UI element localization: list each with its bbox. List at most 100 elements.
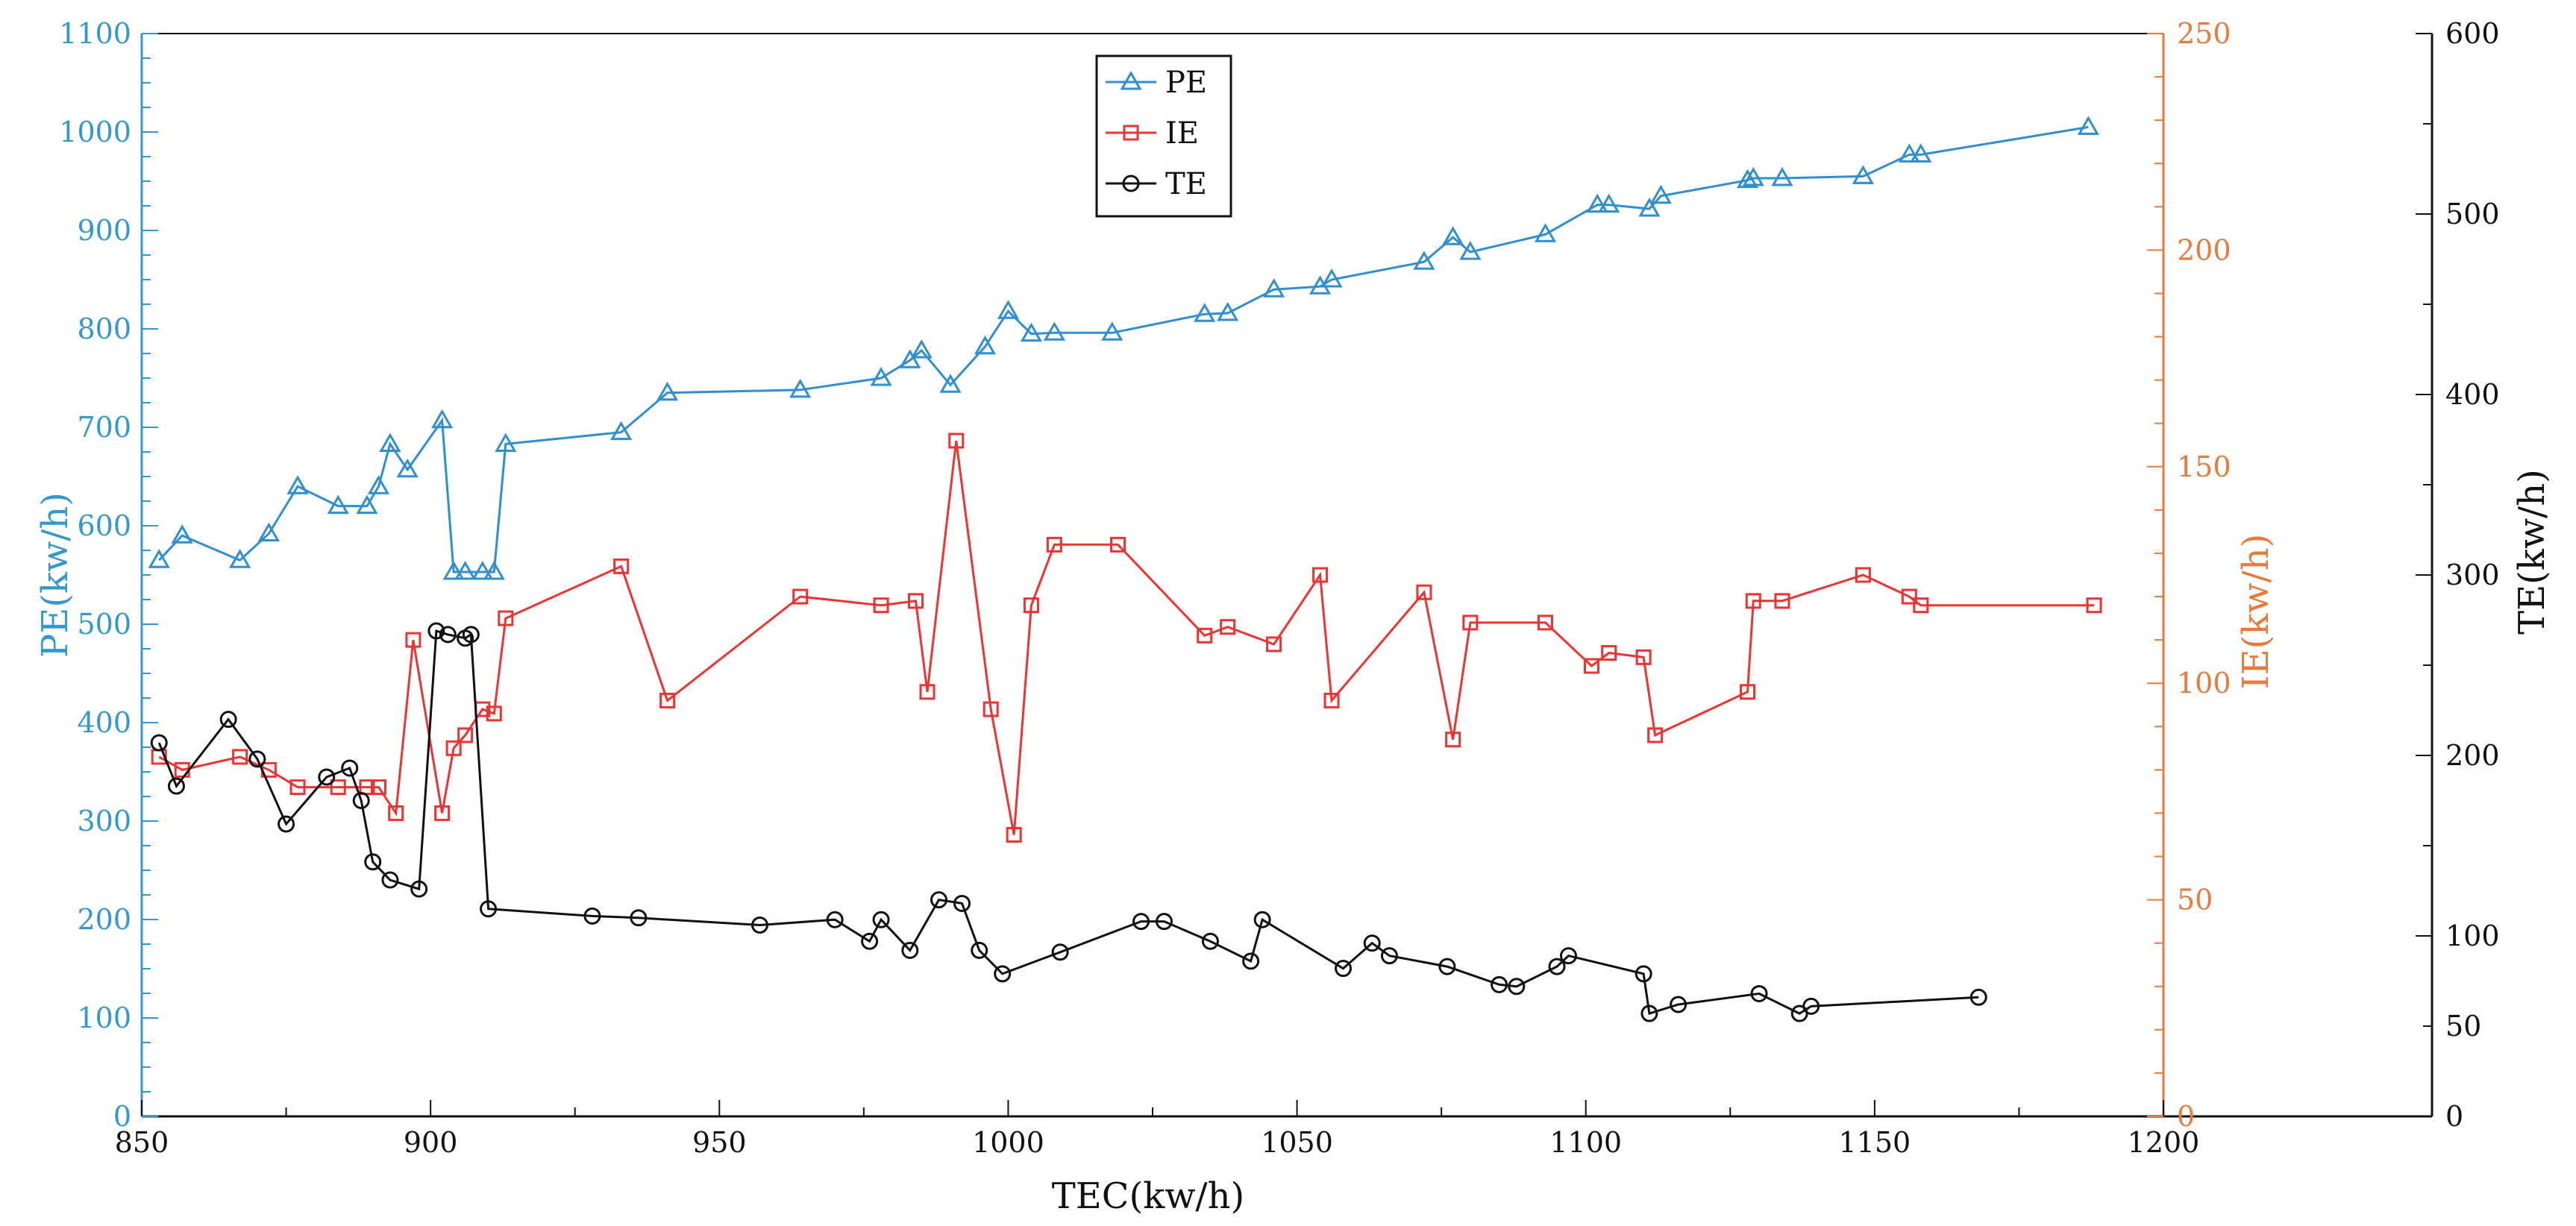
- axis-ticks: 850 900 950 1000 1050 1100 1150 120001002003004…: [59, 17, 2499, 1159]
- data-point-te: [278, 815, 295, 833]
- data-point-pe: [910, 339, 933, 359]
- plot-series: [148, 116, 2102, 1022]
- data-point-te: [364, 853, 382, 871]
- series-line-te: [157, 629, 1979, 1016]
- data-point-pe: [1043, 321, 1065, 341]
- data-point-pe: [997, 300, 1020, 319]
- data-point-pe: [1910, 143, 1932, 163]
- data-point-pe: [483, 561, 505, 580]
- te-tick-label: 0: [2445, 1100, 2463, 1133]
- data-point-pe: [1413, 251, 1435, 270]
- data-point-ie: [1601, 645, 1617, 661]
- x-tick-label: 1000: [972, 1126, 1044, 1159]
- series-line-ie: [158, 440, 2095, 835]
- data-point-te: [1380, 947, 1398, 965]
- data-point-te: [1548, 958, 1566, 975]
- data-point-ie: [1647, 727, 1664, 744]
- data-point-te: [901, 941, 919, 959]
- data-point-pe: [1101, 321, 1124, 341]
- legend-label-pe: PE: [1165, 66, 1207, 100]
- data-point-ie: [919, 684, 936, 700]
- legend-marker-te: [1122, 175, 1140, 192]
- data-point-ie: [1855, 567, 1871, 583]
- data-point-ie: [434, 805, 451, 821]
- data-point-pe: [2077, 116, 2099, 135]
- data-point-pe: [939, 374, 962, 393]
- data-point-pe: [148, 549, 170, 568]
- ie-axis-title: IE(kw/h): [2235, 534, 2277, 690]
- data-point-pe: [471, 561, 494, 580]
- data-point-ie: [445, 740, 462, 756]
- data-point-pe: [229, 549, 251, 568]
- data-point-ie: [1416, 584, 1432, 600]
- data-point-te: [1335, 960, 1353, 978]
- pe-tick-label: 100: [77, 1002, 131, 1034]
- legend-label-te: TE: [1165, 167, 1207, 201]
- series-pe: [148, 116, 2099, 580]
- pe-tick-label: 800: [77, 312, 131, 345]
- legend-marker-pe: [1120, 70, 1142, 90]
- data-point-te: [1155, 913, 1173, 931]
- data-point-ie: [498, 610, 514, 626]
- data-point-ie: [1006, 826, 1022, 843]
- data-point-te: [1508, 978, 1526, 996]
- data-point-te: [1750, 984, 1768, 1002]
- data-point-te: [352, 792, 370, 809]
- data-point-te: [583, 907, 601, 925]
- data-point-ie: [792, 588, 809, 605]
- pe-tick-label: 500: [77, 608, 131, 641]
- data-point-ie: [873, 597, 889, 614]
- data-point-te: [750, 916, 768, 934]
- data-point-pe: [610, 421, 633, 441]
- data-point-te: [427, 622, 445, 640]
- ie-tick-label: 100: [2177, 667, 2231, 700]
- ie-tick-label: 150: [2177, 450, 2231, 483]
- te-tick-label: 300: [2445, 559, 2500, 591]
- data-point-te: [1438, 958, 1456, 975]
- data-point-te: [1242, 952, 1260, 970]
- data-point-te: [861, 932, 879, 950]
- data-point-ie: [1023, 597, 1039, 614]
- data-point-pe: [1020, 322, 1042, 342]
- legend-box: [1095, 54, 1232, 218]
- legend-label-ie: IE: [1165, 116, 1199, 151]
- data-point-pe: [327, 494, 349, 515]
- data-point-ie: [1583, 658, 1599, 674]
- x-tick-label: 1100: [1549, 1126, 1622, 1159]
- x-tick-label: 950: [692, 1126, 747, 1159]
- data-point-pe: [656, 381, 679, 401]
- data-point-pe: [974, 335, 997, 355]
- data-point-pe: [1586, 193, 1608, 213]
- data-point-ie: [1266, 636, 1282, 653]
- data-point-ie: [359, 779, 375, 796]
- te-tick-label: 100: [2445, 920, 2500, 952]
- pe-tick-label: 700: [77, 411, 131, 444]
- data-point-ie: [1913, 597, 1929, 614]
- data-point-te: [1640, 1005, 1658, 1022]
- data-point-ie: [948, 433, 965, 449]
- data-point-ie: [1323, 692, 1340, 708]
- pe-tick-label: 900: [77, 214, 131, 247]
- data-point-te: [150, 734, 168, 752]
- data-point-ie: [486, 705, 502, 722]
- data-point-te: [1201, 932, 1219, 950]
- data-point-pe: [431, 409, 454, 429]
- data-point-te: [953, 894, 971, 912]
- data-point-te: [872, 911, 890, 928]
- axes-frame: [140, 33, 2434, 1118]
- data-point-pe: [1194, 303, 1216, 322]
- data-point-ie: [1901, 588, 1917, 605]
- data-point-te: [1802, 997, 1820, 1015]
- pe-tick-label: 0: [113, 1100, 131, 1133]
- data-point-pe: [454, 561, 477, 580]
- pe-tick-label: 600: [77, 509, 131, 542]
- pe-tick-label: 1000: [59, 116, 131, 148]
- legend: PE IE TE: [1095, 54, 1232, 218]
- data-point-ie: [388, 805, 404, 821]
- data-point-te: [971, 941, 988, 959]
- data-point-ie: [330, 779, 346, 796]
- legend-marker-ie: [1123, 125, 1139, 141]
- data-point-te: [410, 880, 428, 898]
- te-tick-label: 400: [2445, 378, 2500, 411]
